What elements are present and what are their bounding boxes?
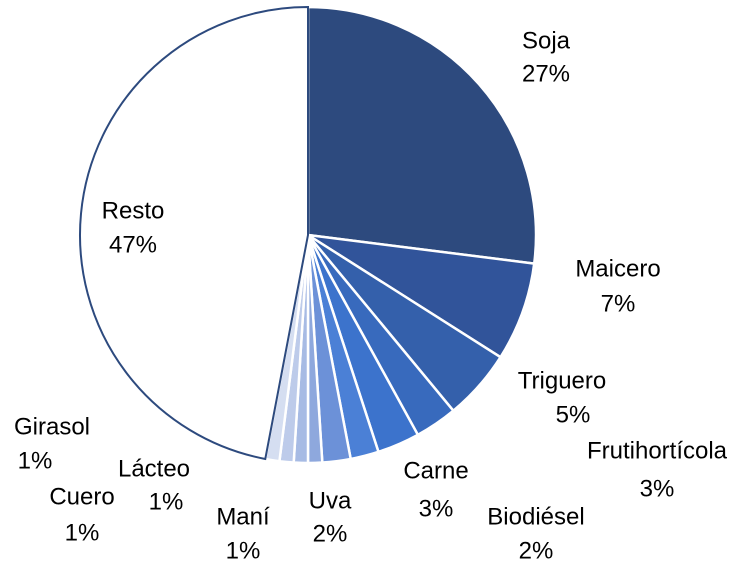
slice-value-label: 3% xyxy=(419,495,454,522)
slice-label: Maní xyxy=(216,503,270,530)
slice-label: Girasol xyxy=(14,413,90,440)
slice-label: Triguero xyxy=(518,367,606,394)
slice-label: Soja xyxy=(522,27,571,54)
slice-value-label: 1% xyxy=(226,537,261,564)
pie-slice xyxy=(306,5,538,265)
slice-label: Lácteo xyxy=(118,455,190,482)
slice-value-label: 1% xyxy=(149,488,184,515)
slice-label: Resto xyxy=(102,197,165,224)
slice-label: Carne xyxy=(403,457,468,484)
slice-value-label: 2% xyxy=(313,520,348,547)
slice-value-label: 2% xyxy=(519,537,554,564)
slice-value-label: 47% xyxy=(109,231,157,258)
slice-label: Maicero xyxy=(575,255,660,282)
slice-value-label: 5% xyxy=(556,401,591,428)
slice-value-label: 1% xyxy=(65,519,100,546)
slice-value-label: 1% xyxy=(18,447,53,474)
slice-label: Cuero xyxy=(49,483,114,510)
pie-slice xyxy=(79,5,309,461)
slice-label: Frutihortícola xyxy=(587,437,728,464)
slice-label: Uva xyxy=(309,487,352,514)
slice-value-label: 7% xyxy=(601,290,636,317)
slice-label: Biodiésel xyxy=(487,503,584,530)
slice-value-label: 3% xyxy=(640,475,675,502)
slice-value-label: 27% xyxy=(522,60,570,87)
